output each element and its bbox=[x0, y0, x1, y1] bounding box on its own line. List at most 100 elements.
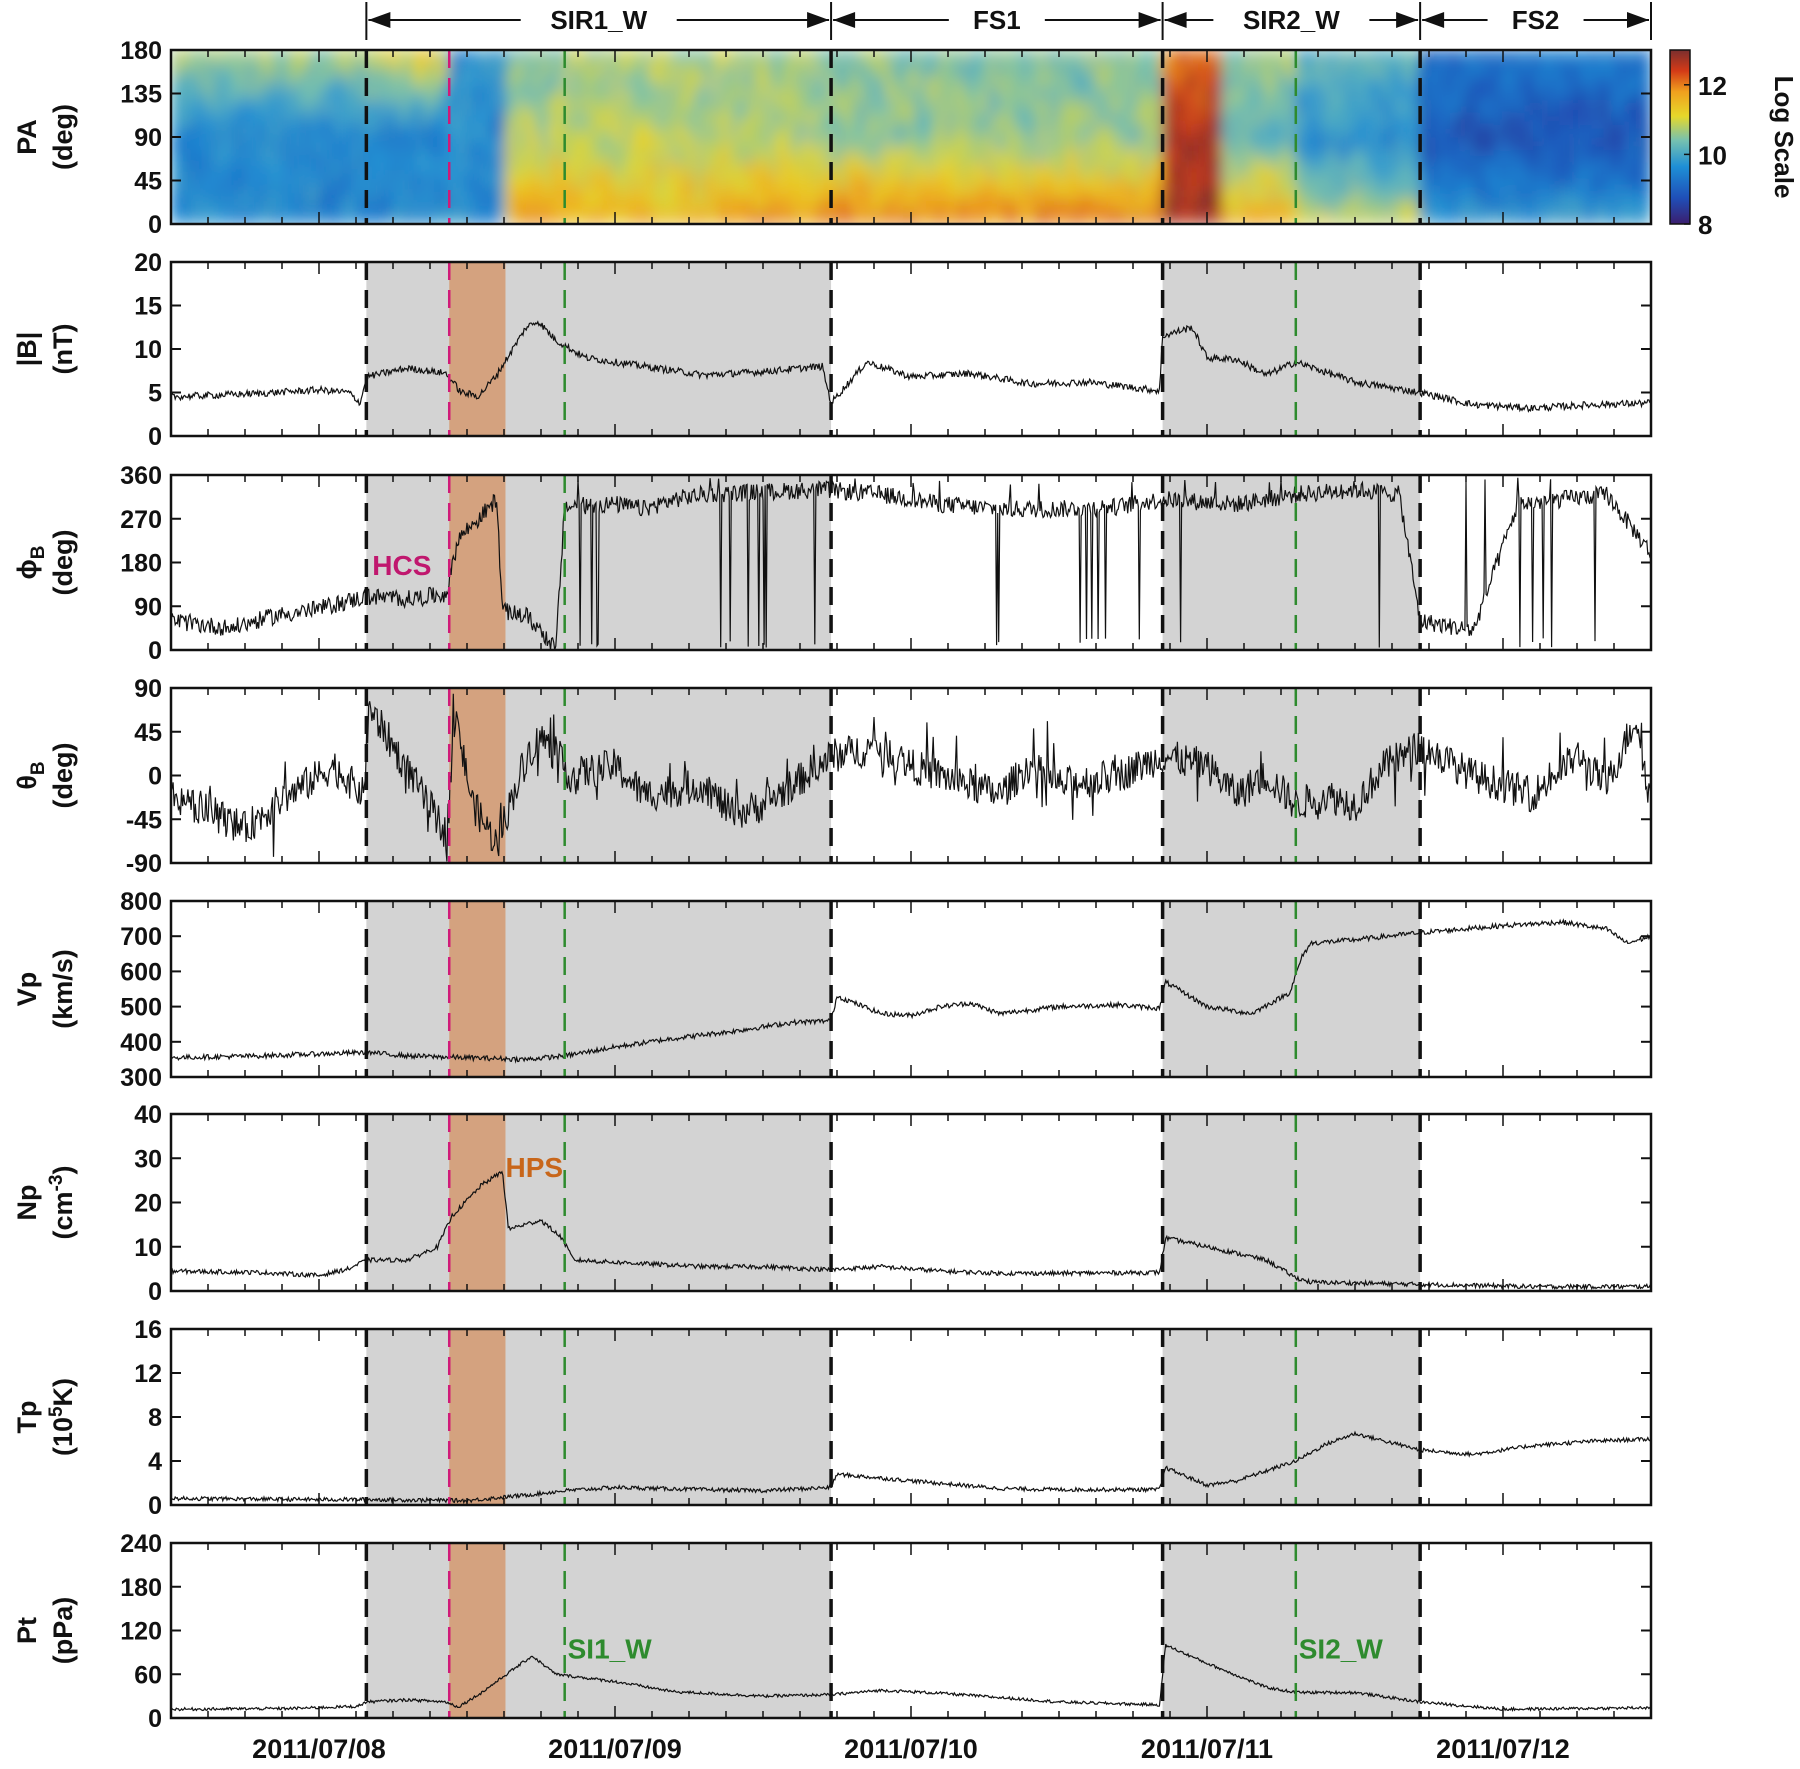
pa-cell bbox=[933, 136, 941, 150]
pa-cell bbox=[194, 86, 202, 101]
pa-cell bbox=[765, 86, 773, 101]
pa-cell bbox=[1191, 74, 1199, 88]
pa-cell bbox=[1553, 124, 1561, 138]
pa-cell bbox=[854, 198, 862, 213]
pa-cell bbox=[324, 50, 332, 63]
pa-cell bbox=[1289, 136, 1297, 150]
pa-cell bbox=[354, 74, 361, 88]
pa-cell bbox=[1360, 148, 1368, 163]
pa-cell bbox=[795, 211, 802, 224]
pa-cell bbox=[1113, 136, 1121, 150]
pa-cell bbox=[1173, 186, 1181, 200]
pa-cell bbox=[1209, 198, 1217, 213]
pa-cell bbox=[1620, 161, 1628, 175]
pa-cell bbox=[1150, 136, 1158, 150]
pa-cell bbox=[253, 74, 261, 88]
pa-cell bbox=[884, 111, 892, 126]
pa-cell bbox=[1413, 124, 1421, 138]
pa-cell bbox=[664, 173, 672, 188]
pa-cell bbox=[963, 61, 971, 76]
pa-cell bbox=[467, 61, 475, 76]
pa-cell bbox=[442, 111, 450, 126]
pa-cell bbox=[171, 198, 178, 213]
pa-cell bbox=[1607, 186, 1616, 200]
pa-cell bbox=[878, 173, 886, 188]
pa-cell bbox=[676, 61, 684, 76]
pa-cell bbox=[171, 61, 178, 76]
pa-cell bbox=[294, 148, 302, 163]
pa-cell bbox=[1559, 74, 1567, 88]
pa-cell bbox=[371, 161, 379, 175]
pa-cell bbox=[206, 198, 213, 213]
pa-cell bbox=[1005, 86, 1013, 101]
pa-cell bbox=[860, 61, 868, 76]
pa-cell bbox=[442, 50, 450, 63]
pa-cell bbox=[498, 61, 506, 76]
pa-cell bbox=[342, 211, 350, 224]
pa-cell bbox=[354, 198, 361, 213]
pa-cell bbox=[1324, 198, 1332, 213]
pa-cell bbox=[1239, 86, 1247, 101]
pa-cell bbox=[253, 173, 261, 188]
pa-cell bbox=[830, 173, 838, 188]
pa-cell bbox=[407, 124, 415, 138]
pa-cell bbox=[1462, 186, 1470, 200]
pa-cell bbox=[235, 74, 243, 88]
pa-cell bbox=[1113, 74, 1121, 88]
pa-cell bbox=[552, 186, 560, 200]
pa-cell bbox=[413, 111, 421, 126]
pa-cell bbox=[1077, 50, 1085, 63]
pa-cell bbox=[1342, 74, 1350, 88]
pa-cell bbox=[1289, 50, 1297, 63]
pa-cell bbox=[920, 161, 929, 175]
pa-cell bbox=[605, 161, 613, 175]
pa-cell bbox=[1270, 173, 1278, 188]
pa-cell bbox=[1565, 86, 1573, 101]
pa-cell bbox=[670, 173, 678, 188]
pa-cell bbox=[987, 99, 995, 113]
pa-cell bbox=[842, 74, 850, 88]
colorbar-tick-label: 12 bbox=[1698, 71, 1727, 101]
pa-cell bbox=[1011, 186, 1019, 200]
pa-cell bbox=[1535, 111, 1543, 126]
pa-cell bbox=[200, 186, 208, 200]
pa-cell bbox=[576, 61, 583, 76]
pa-cell bbox=[927, 86, 935, 101]
y-tick-label: 500 bbox=[120, 994, 162, 1022]
pa-cell bbox=[1203, 61, 1211, 76]
pa-cell bbox=[1348, 186, 1356, 200]
pa-cell bbox=[641, 136, 649, 150]
pa-cell bbox=[1577, 161, 1585, 175]
pa-cell bbox=[830, 111, 838, 126]
pa-cell bbox=[516, 173, 524, 188]
pa-cell bbox=[188, 124, 196, 138]
pa-cell bbox=[413, 161, 421, 175]
pa-cell bbox=[558, 74, 566, 88]
pa-cell bbox=[981, 111, 989, 126]
pa-cell bbox=[1401, 99, 1409, 113]
pa-cell bbox=[1313, 136, 1320, 150]
pa-cell bbox=[1041, 74, 1049, 88]
pa-cell bbox=[516, 61, 524, 76]
pa-cell bbox=[1150, 186, 1158, 200]
pa-cell bbox=[818, 86, 826, 101]
pa-cell bbox=[1541, 186, 1549, 200]
pa-cell bbox=[282, 99, 290, 113]
pa-cell bbox=[753, 173, 761, 188]
pa-cell bbox=[927, 173, 935, 188]
pa-cell bbox=[1203, 148, 1211, 163]
pa-cell bbox=[777, 161, 785, 175]
pa-cell bbox=[635, 136, 643, 150]
pa-cell bbox=[854, 124, 862, 138]
pa-cell bbox=[510, 111, 518, 126]
pa-cell bbox=[1372, 61, 1380, 76]
pa-cell bbox=[812, 173, 820, 188]
pa-cell bbox=[658, 173, 666, 188]
pa-cell bbox=[1644, 111, 1651, 126]
pa-cell bbox=[848, 99, 856, 113]
pa-cell bbox=[581, 86, 589, 101]
pa-cell bbox=[676, 124, 684, 138]
pa-cell bbox=[1644, 61, 1651, 76]
